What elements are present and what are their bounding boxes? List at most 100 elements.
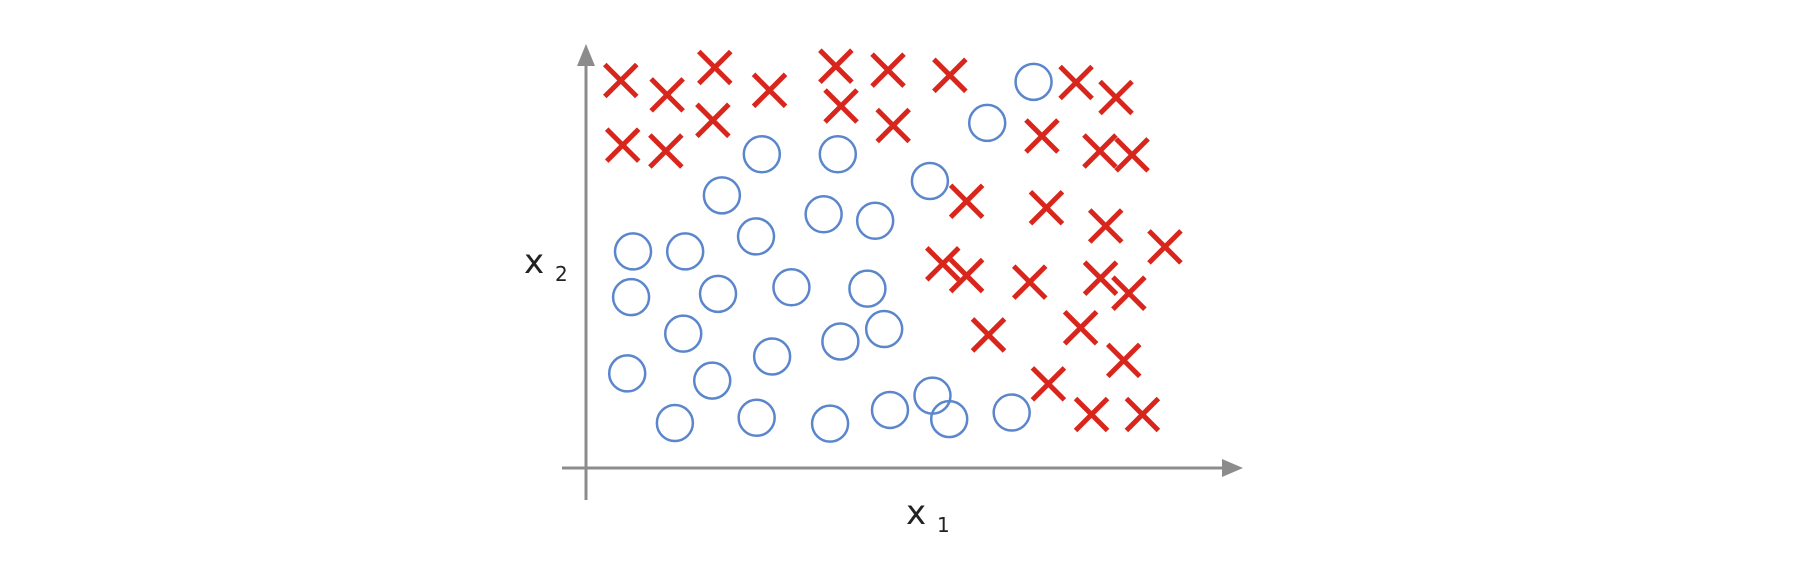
y-axis-label-subscript: 2 [555, 262, 568, 286]
circle-point [772, 268, 811, 307]
x-axis-label-base: x [906, 493, 926, 533]
cross-point [649, 77, 685, 113]
cross-point-stroke [1114, 137, 1150, 173]
circle-point [607, 354, 647, 393]
circle-point [804, 195, 843, 234]
cross-point [604, 127, 641, 163]
circle-point [611, 277, 651, 317]
cross-point-stroke [751, 72, 788, 109]
circle-point [692, 361, 732, 400]
cross-point-stroke [1098, 79, 1134, 116]
cross-point [1114, 137, 1150, 173]
cross-point-stroke [818, 48, 854, 84]
cross-point-stroke [970, 317, 1007, 353]
cross-point-stroke [1111, 275, 1147, 311]
cross-point-stroke [697, 49, 733, 86]
circle-point [613, 232, 653, 271]
cross-point [970, 317, 1007, 353]
cross-point [870, 52, 906, 88]
cross-point-stroke [870, 52, 906, 88]
cross-point [1087, 208, 1124, 244]
y-axis-arrow-icon [577, 44, 595, 66]
circle-point [913, 376, 952, 415]
cross-point-stroke [1087, 208, 1124, 244]
cross-point [603, 62, 639, 99]
cross-point [751, 72, 788, 109]
cross-point-stroke [1105, 342, 1142, 379]
y-axis-label: x 2 [524, 242, 568, 286]
cross-point [1082, 260, 1119, 296]
cross-point [697, 49, 733, 86]
circle-point [663, 314, 703, 353]
cross-point-stroke [1082, 133, 1118, 169]
cross-point [1073, 396, 1110, 433]
cross-point [1105, 342, 1142, 379]
circle-point [702, 176, 742, 215]
x-axis-label: x 1 [906, 493, 950, 537]
cross-point [875, 107, 911, 144]
cross-point-stroke [1030, 366, 1067, 402]
cross-point [648, 133, 684, 169]
cross-point [1111, 275, 1147, 311]
cross-point [1062, 309, 1099, 346]
circle-point [742, 134, 782, 174]
cross-point-stroke [649, 77, 685, 113]
circle-point [821, 322, 860, 361]
circle-point [665, 232, 705, 271]
cross-point [695, 102, 731, 139]
cross-point [948, 257, 985, 294]
cross-point [1124, 396, 1161, 433]
cross-point [1030, 366, 1067, 402]
cross-point [925, 246, 961, 282]
circle-point [698, 274, 738, 314]
circle-point [736, 217, 776, 256]
cross-point [1024, 118, 1060, 154]
cross-point-stroke [603, 62, 639, 99]
cross-point-stroke [1082, 260, 1119, 296]
cross-point-stroke [823, 88, 859, 124]
cross-point-stroke [648, 133, 684, 169]
cross-point [932, 57, 968, 94]
cross-point-stroke [1062, 309, 1099, 346]
cross-point [948, 183, 985, 219]
circle-point [855, 201, 895, 241]
circle-point [818, 134, 858, 174]
circle-point [848, 269, 887, 308]
circle-point [1014, 62, 1053, 102]
cross-point-stroke [1011, 264, 1048, 300]
circle-point [967, 103, 1007, 143]
circle-point [737, 398, 776, 438]
cross-point [1147, 229, 1183, 265]
circle-point [992, 393, 1031, 432]
cross-point [1082, 133, 1118, 169]
cross-point-stroke [875, 107, 911, 144]
circle-point [752, 337, 792, 376]
cross-point [1058, 64, 1094, 101]
cross-point-stroke [1124, 396, 1161, 433]
cross-point-stroke [948, 257, 985, 294]
cross-point-stroke [932, 57, 968, 94]
cross-point-stroke [925, 246, 961, 282]
cross-point-stroke [1073, 396, 1110, 433]
cross-point-stroke [1147, 229, 1183, 265]
cross-point [1028, 189, 1065, 226]
circle-point [910, 161, 950, 201]
circle-point [655, 403, 695, 443]
x-axis-arrow-icon [1222, 459, 1243, 477]
cross-point-stroke [1028, 189, 1065, 226]
data-points [603, 48, 1183, 443]
cross-point-stroke [1024, 118, 1060, 154]
circle-point [870, 390, 910, 430]
x-axis-label-subscript: 1 [937, 513, 950, 537]
cross-point [823, 88, 859, 124]
circle-point [929, 399, 969, 439]
cross-point-stroke [604, 127, 641, 163]
y-axis-label-base: x [524, 242, 544, 282]
cross-point [1011, 264, 1048, 300]
circle-point [810, 404, 850, 443]
cross-point [818, 48, 854, 84]
cross-point-stroke [1058, 64, 1094, 101]
circle-point [864, 309, 904, 349]
cross-point [1098, 79, 1134, 116]
